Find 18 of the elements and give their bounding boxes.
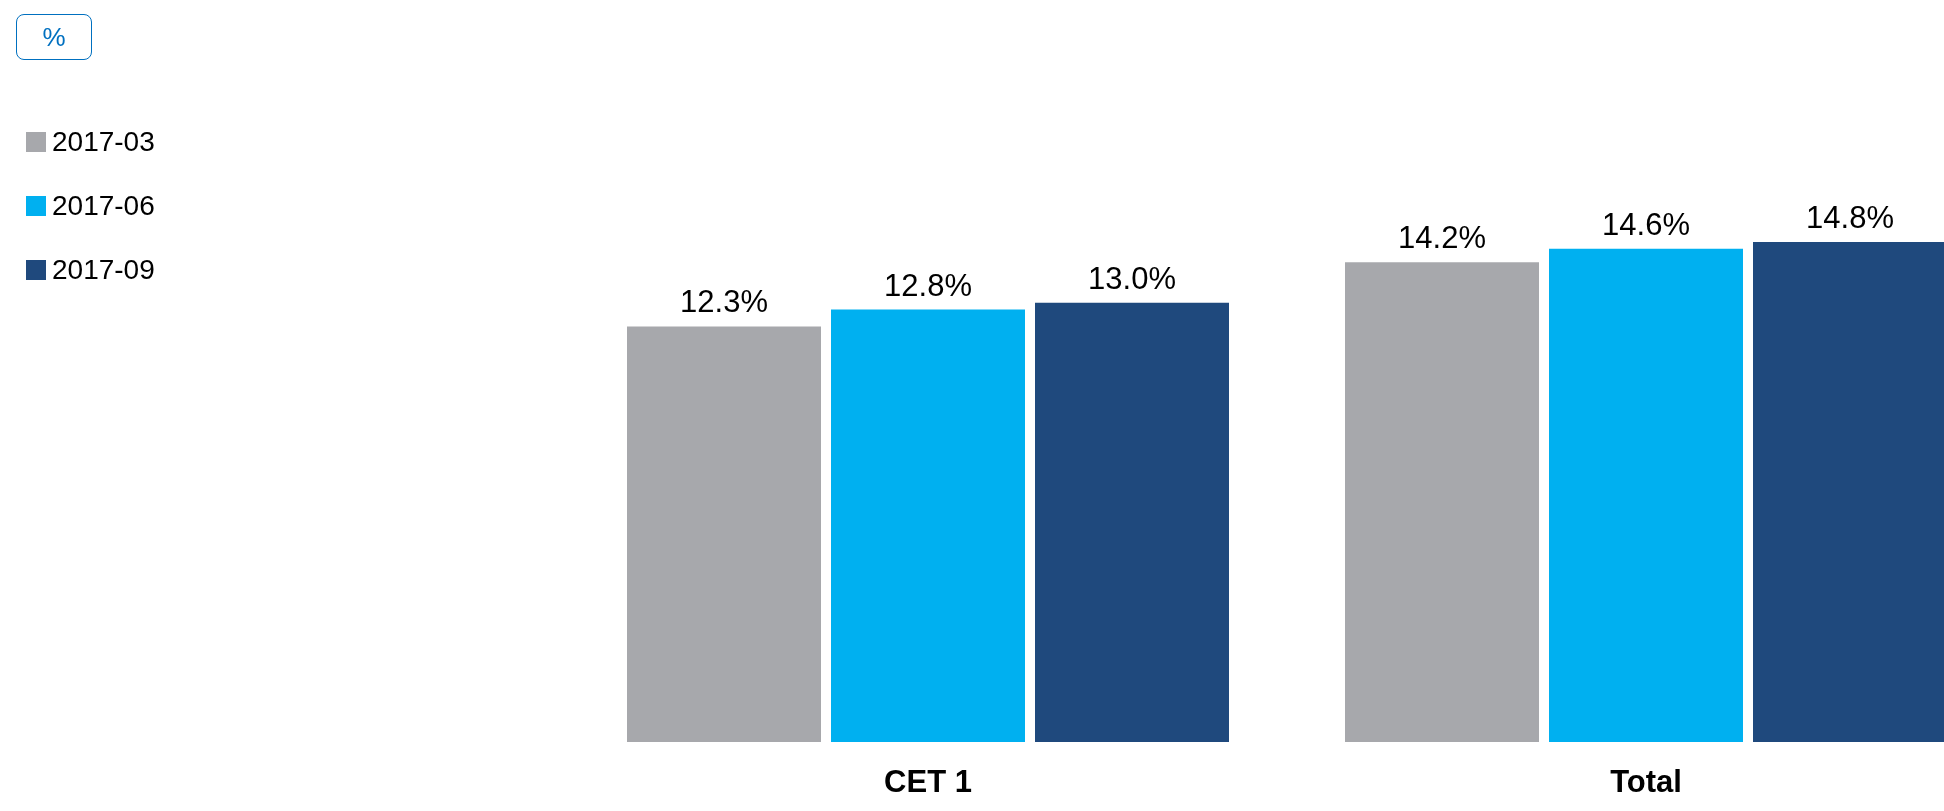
data-label: 12.3%: [680, 284, 768, 320]
data-label: 14.2%: [1398, 220, 1486, 256]
bar: [627, 326, 821, 742]
legend-label: 2017-06: [52, 190, 155, 222]
bar: [1549, 248, 1743, 742]
legend-label: 2017-03: [52, 126, 155, 158]
bar: [1035, 302, 1229, 742]
x-tick-label: Total: [1610, 764, 1682, 800]
data-label: 13.0%: [1088, 260, 1176, 296]
data-label: 12.8%: [884, 267, 972, 303]
bar: [831, 309, 1025, 742]
text: %: [16, 14, 92, 60]
bar: [1753, 242, 1944, 742]
x-tick-label: CET 1: [884, 764, 972, 800]
bar: [1345, 262, 1539, 742]
legend-label: 2017-09: [52, 254, 155, 286]
data-label: 14.6%: [1602, 206, 1690, 242]
data-label: 14.8%: [1806, 200, 1894, 235]
